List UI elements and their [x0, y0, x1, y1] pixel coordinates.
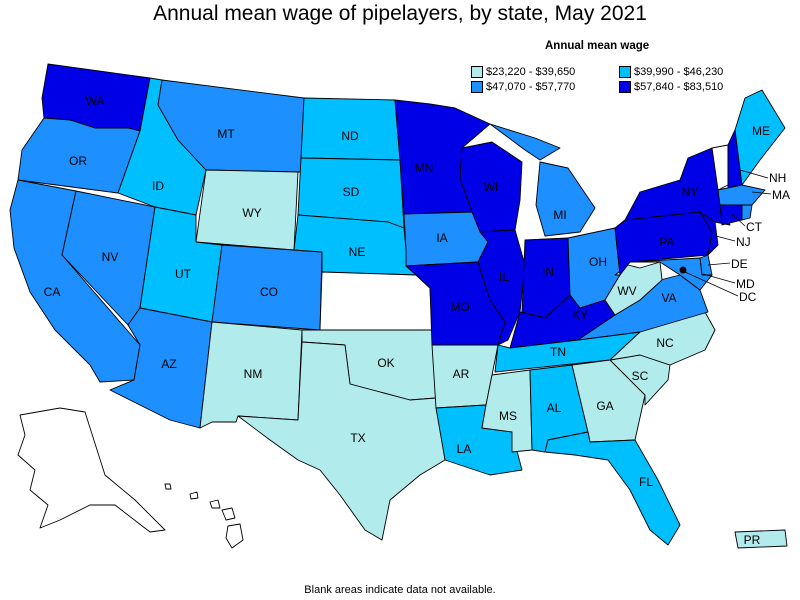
leader-DC [684, 271, 739, 297]
label-MO: MO [450, 300, 469, 314]
legend-item-4: $57,840 - $83,510 [619, 81, 723, 93]
label-MS: MS [499, 409, 517, 423]
label-ME: ME [752, 124, 770, 138]
leader-NH [739, 169, 769, 179]
label-PA: PA [659, 235, 674, 249]
legend-item-1: $23,220 - $39,650 [471, 66, 575, 78]
label-OR: OR [69, 154, 87, 168]
legend-item-2: $39,990 - $46,230 [619, 66, 723, 78]
label-MA: MA [772, 188, 790, 202]
label-WA: WA [86, 94, 105, 108]
state-HI[interactable] [164, 483, 244, 549]
state-MI[interactable] [489, 123, 596, 237]
label-WV: WV [617, 284, 636, 298]
label-MD: MD [736, 277, 755, 291]
label-KY: KY [572, 308, 588, 322]
label-CT: CT [746, 220, 763, 234]
label-DC: DC [739, 290, 757, 304]
footnote: Blank areas indicate data not available. [304, 584, 496, 596]
leader-NJ [715, 235, 736, 242]
label-MN: MN [415, 161, 434, 175]
state-NJ[interactable] [699, 211, 719, 256]
leader-DE [707, 262, 731, 266]
legend-swatch-2 [619, 66, 631, 78]
label-MI: MI [553, 208, 566, 222]
label-MT: MT [217, 127, 235, 141]
state-NC[interactable] [609, 311, 716, 366]
state-KS[interactable] [319, 271, 433, 331]
state-DC[interactable] [679, 266, 687, 274]
leader-MA [751, 191, 772, 195]
state-CT[interactable] [719, 204, 743, 226]
label-NY: NY [682, 185, 699, 199]
label-TX: TX [350, 431, 365, 445]
legend-label-4: $57,840 - $83,510 [634, 81, 724, 93]
label-NC: NC [656, 336, 674, 350]
label-NH: NH [769, 171, 786, 185]
label-IA: IA [436, 231, 447, 245]
label-AZ: AZ [161, 357, 176, 371]
leader-MD [702, 273, 736, 284]
label-NE: NE [349, 245, 366, 259]
leader-CT [731, 213, 746, 227]
state-TX[interactable] [237, 341, 446, 541]
label-CA: CA [44, 285, 61, 299]
label-WI: WI [484, 180, 499, 194]
legend-label-1: $23,220 - $39,650 [486, 66, 576, 78]
label-NJ: NJ [736, 235, 751, 249]
label-ND: ND [341, 129, 359, 143]
label-DE: DE [731, 257, 748, 271]
label-SC: SC [632, 369, 649, 383]
state-MD[interactable] [629, 257, 713, 291]
label-IL: IL [499, 270, 509, 284]
state-WV[interactable] [604, 261, 663, 316]
label-VA: VA [661, 291, 676, 305]
label-ID: ID [152, 179, 164, 193]
legend-title: Annual mean wage [545, 40, 650, 52]
legend-swatch-1 [471, 66, 483, 78]
label-SD: SD [343, 185, 360, 199]
label-LA: LA [457, 442, 472, 456]
legend-item-3: $47,070 - $57,770 [471, 81, 575, 93]
state-NM[interactable] [199, 321, 303, 429]
legend-label-3: $47,070 - $57,770 [486, 81, 576, 93]
label-TN: TN [550, 345, 566, 359]
label-GA: GA [596, 399, 613, 413]
label-WY: WY [242, 206, 261, 220]
legend-swatch-3 [471, 81, 483, 93]
label-IN: IN [542, 265, 554, 279]
legend-label-2: $39,990 - $46,230 [634, 66, 724, 78]
label-PR: PR [744, 533, 761, 547]
label-OH: OH [589, 255, 607, 269]
label-CO: CO [260, 285, 278, 299]
label-NM: NM [244, 367, 263, 381]
label-FL: FL [639, 475, 653, 489]
label-NV: NV [102, 250, 119, 264]
label-AL: AL [547, 401, 562, 415]
state-PR[interactable] [734, 529, 788, 549]
label-AR: AR [453, 367, 470, 381]
label-UT: UT [175, 267, 192, 281]
legend-swatch-4 [619, 81, 631, 93]
state-FL[interactable] [544, 431, 681, 546]
state-RI[interactable] [741, 204, 753, 221]
map-title: Annual mean wage of pipelayers, by state… [153, 2, 647, 25]
state-AK[interactable] [17, 407, 166, 533]
state-MA[interactable] [717, 184, 766, 206]
label-OK: OK [377, 356, 394, 370]
